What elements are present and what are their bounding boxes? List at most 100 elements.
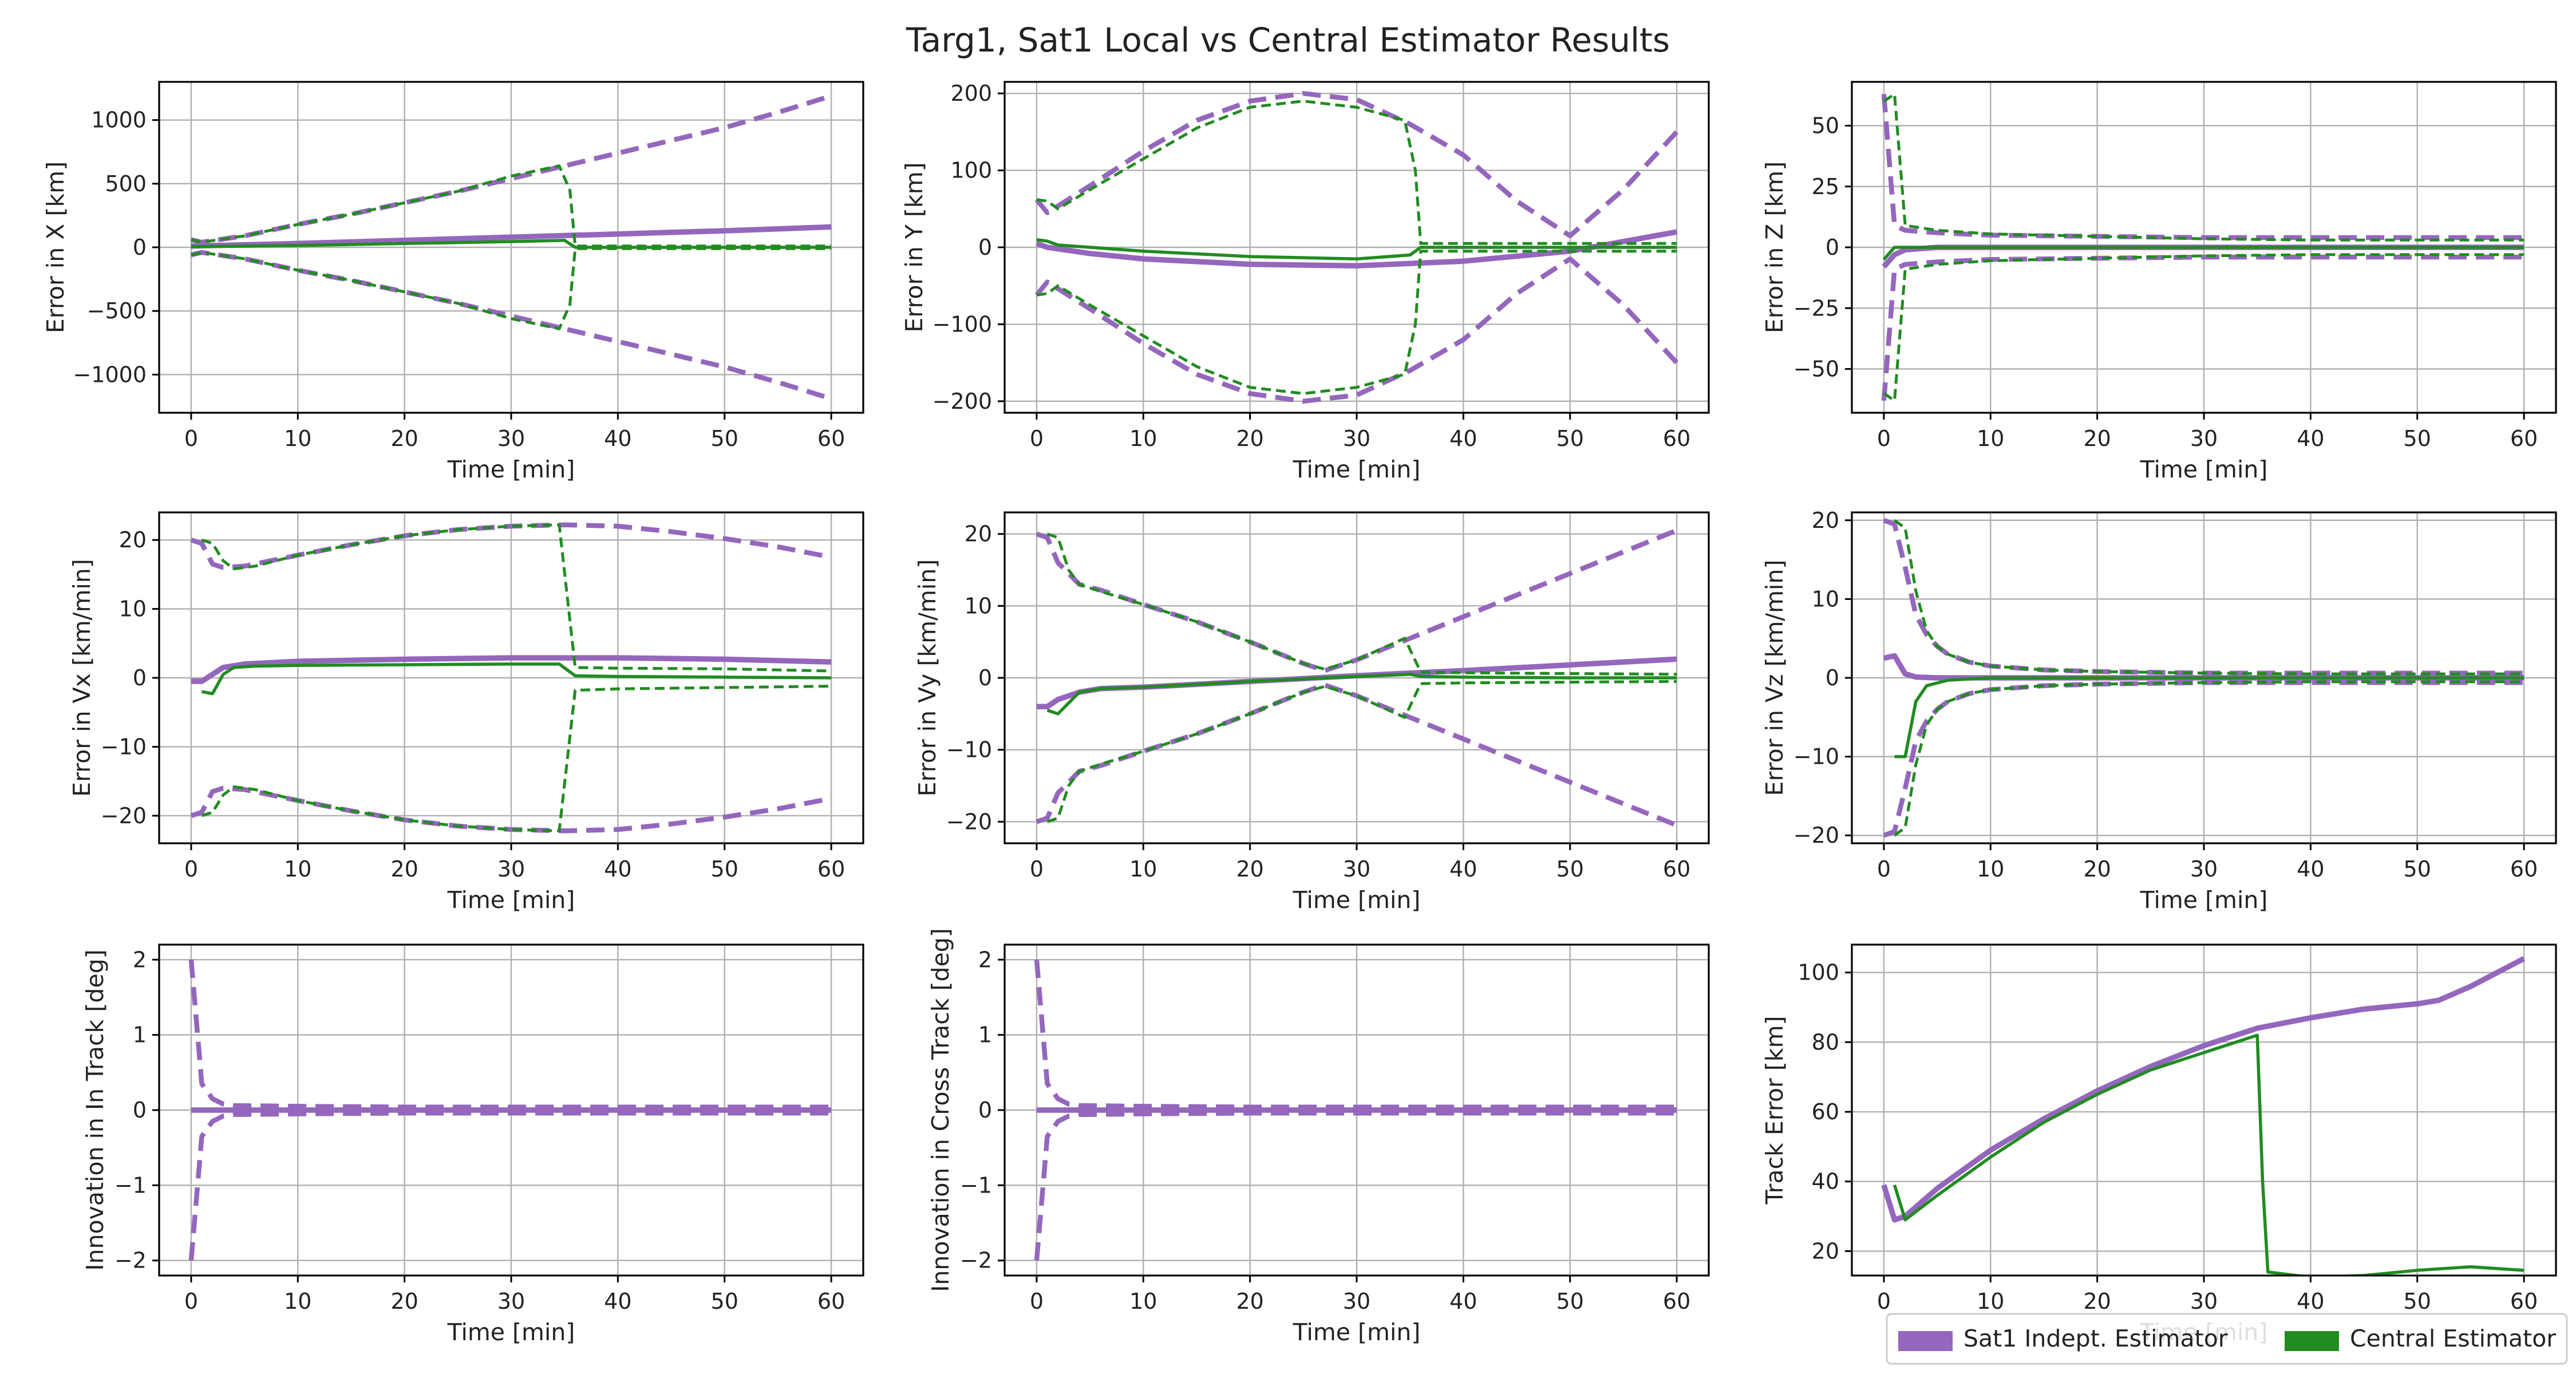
y-tick-label: 1	[133, 1022, 147, 1048]
series-group	[1883, 518, 2524, 838]
x-tick-label: 20	[2083, 1289, 2111, 1314]
y-axis-label: Error in Y [km]	[900, 162, 928, 332]
y-tick-label: −50	[1793, 357, 1839, 382]
series-central-bound-lower	[1883, 253, 2524, 402]
series-local-bound-upper	[1034, 959, 1677, 1110]
series-local-error	[1036, 229, 1677, 269]
x-tick-label: 50	[1556, 426, 1584, 451]
x-tick-label: 60	[2510, 1289, 2538, 1314]
x-tick-label: 30	[1343, 426, 1370, 451]
y-tick-label: 20	[119, 527, 147, 552]
series-group	[1036, 528, 1678, 828]
x-tick-label: 10	[1129, 856, 1157, 882]
y-tick-label: −20	[101, 803, 147, 828]
series-central-bound-upper	[1883, 92, 2524, 242]
subplot-trackerror: 010203040506020406080100Time [min]Track …	[1761, 943, 2557, 1346]
x-tick-label: 10	[284, 856, 311, 882]
x-tick-label: 0	[184, 426, 198, 451]
subplot-crosstrack: 0 10 20 30 40 50 60 −2 −1 0 1 2 Time [min] Innovation…	[927, 928, 1710, 1346]
y-tick-label: 0	[133, 235, 147, 260]
y-axis-label: Track Error [km]	[1761, 1016, 1788, 1205]
series-central-bound-upper	[1894, 519, 2524, 676]
gridlines	[1852, 945, 2556, 1276]
y-tick-label: −100	[933, 311, 992, 337]
x-tick-label: 0	[1030, 1289, 1044, 1314]
x-tick-label: 20	[390, 856, 418, 882]
series-local-track	[1881, 956, 2526, 1223]
y-tick-label: −10	[946, 737, 992, 763]
x-tick-label: 20	[390, 426, 418, 451]
y-tick-label: 10	[119, 597, 147, 622]
series-central-bound-lower	[1894, 680, 2524, 837]
series-group	[188, 959, 832, 1261]
y-tick-label: 0	[1826, 235, 1839, 260]
x-tick-label: 20	[390, 1289, 418, 1314]
x-tick-label: 50	[2404, 426, 2431, 451]
legend-label-central: Central Estimator	[2350, 1325, 2556, 1352]
x-tick-label: 60	[817, 856, 845, 882]
y-tick-label: 0	[978, 1097, 992, 1123]
y-tick-label: −10	[101, 734, 147, 759]
y-axis-label: Innovation in Cross Track [deg]	[927, 928, 954, 1292]
series-central-error	[201, 662, 832, 696]
x-tick-label: 0	[1877, 856, 1891, 882]
subplot-z: 0 10 20 30 40 50 60 −50 −25 0 25 50 Time [min] Error …	[1761, 81, 2557, 483]
y-tick-label: 0	[133, 665, 147, 690]
x-tick-label: 10	[1129, 1289, 1157, 1314]
x-tick-label: 0	[1030, 426, 1044, 451]
x-tick-label: 10	[284, 426, 311, 451]
legend-frame	[1886, 1313, 2568, 1365]
tick-group: 0 10 20 30 40 50 60 20 40 60 80 100	[1797, 960, 2538, 1314]
x-tick-label: 50	[711, 426, 738, 451]
y-tick-label: 500	[105, 171, 147, 196]
series-central-error	[1046, 672, 1677, 716]
x-tick-label: 60	[1663, 426, 1690, 451]
tick-group: 0 10 20 30 40 50 60 −2 −1 0 1 2	[960, 947, 1690, 1314]
x-tick-label: 0	[1877, 1289, 1891, 1314]
y-tick-label: −25	[1793, 295, 1839, 321]
series-central-bound-lower	[1036, 250, 1677, 395]
y-tick-label: 2	[978, 947, 992, 972]
x-tick-label: 0	[184, 1289, 198, 1314]
x-tick-label: 20	[2083, 856, 2111, 882]
y-tick-label: −500	[87, 298, 147, 323]
x-axis-label: Time [min]	[1293, 886, 1421, 914]
x-tick-label: 40	[1449, 426, 1477, 451]
x-tick-label: 40	[604, 1289, 631, 1314]
y-tick-label: 100	[1797, 960, 1839, 985]
x-tick-label: 60	[817, 426, 845, 451]
x-tick-label: 50	[1556, 856, 1584, 882]
x-axis-label: Time [min]	[2140, 886, 2268, 914]
x-tick-label: 60	[2510, 856, 2538, 882]
series-central-bound-lower	[1046, 680, 1677, 823]
y-axis-label: Error in X [km]	[42, 161, 69, 333]
y-tick-label: 20	[1812, 508, 1839, 533]
x-tick-label: 40	[604, 856, 631, 882]
x-tick-label: 30	[2190, 1289, 2218, 1314]
series-local-error	[191, 655, 832, 684]
x-tick-label: 40	[2297, 1289, 2324, 1314]
subplot-vx: 0 10 20 30 40 50 60 −20 −10 0 10 20 Time [min] Error …	[68, 511, 864, 914]
x-tick-label: 30	[2190, 856, 2218, 882]
y-tick-label: −20	[946, 809, 992, 834]
tick-group: 0 10 20 30 40 50 60 −20 −10 0 10 20	[101, 527, 845, 882]
x-tick-label: 50	[2404, 1289, 2431, 1314]
series-central-error	[1882, 246, 2524, 261]
tick-group: 0 10 20 30 40 50 60 −20 −10 0 10 20	[1793, 508, 2538, 882]
x-tick-label: 0	[1877, 426, 1891, 451]
x-tick-label: 40	[1449, 1289, 1477, 1314]
series-central-bound-upper	[1046, 532, 1677, 676]
y-tick-label: −200	[933, 389, 992, 414]
subplot-vy: 0 10 20 30 40 50 60 −20 −10 0 10 20 Time [min] Error …	[914, 511, 1710, 914]
x-tick-label: 40	[2297, 856, 2324, 882]
y-tick-label: −2	[114, 1248, 147, 1273]
x-axis-label: Time [min]	[1293, 456, 1421, 483]
x-tick-label: 10	[284, 1289, 311, 1314]
x-axis-label: Time [min]	[447, 456, 575, 483]
y-tick-label: 10	[965, 593, 992, 618]
y-axis-label: Error in Z [km]	[1761, 161, 1788, 333]
gridlines	[159, 512, 863, 843]
x-tick-label: 50	[1556, 1289, 1584, 1314]
x-tick-label: 10	[1129, 426, 1157, 451]
